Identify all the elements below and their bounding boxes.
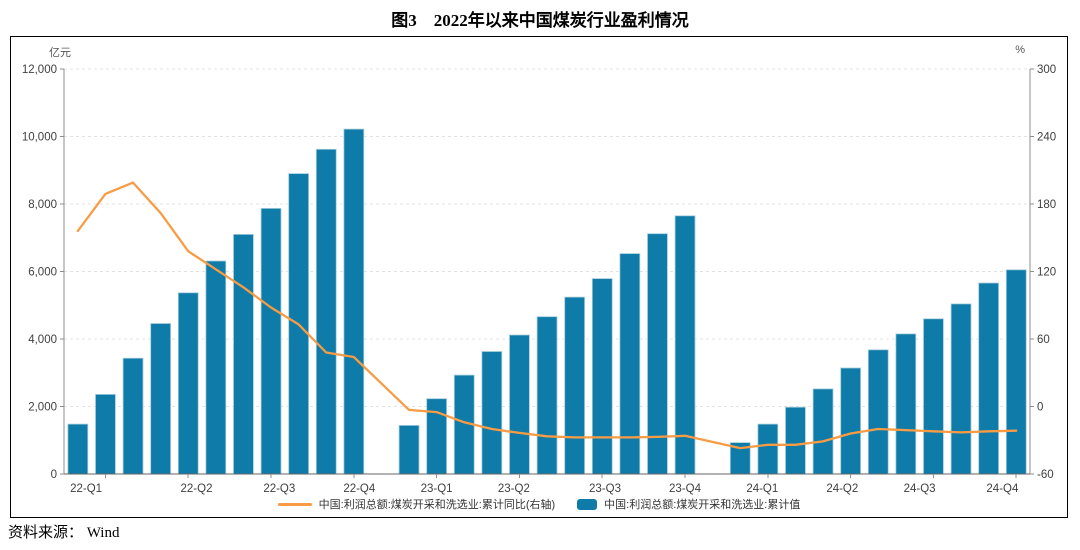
x-axis-label-23-Q1: 23-Q1	[421, 483, 453, 495]
svg-text:-60: -60	[1037, 469, 1054, 481]
bar-2024-09	[923, 318, 944, 475]
bar-2023-07	[536, 316, 558, 475]
bar-2024-11	[978, 282, 1000, 475]
bar-2024-12	[1005, 269, 1027, 475]
bar-2023-10	[619, 253, 641, 475]
chart-title: 图3 2022年以来中国煤炭行业盈利情况	[391, 11, 689, 30]
svg-text:180: 180	[1037, 199, 1056, 211]
bar-2024-07	[867, 349, 889, 475]
x-axis-label-24-Q2: 24-Q2	[826, 483, 858, 495]
bar-2024-05	[812, 388, 834, 475]
x-axis-label-23-Q4: 23-Q4	[669, 483, 702, 495]
bar-2022-12	[343, 128, 365, 475]
svg-text:0: 0	[51, 469, 57, 481]
legend: 中国:利润总额:煤炭开采和洗选业:累计同比(右轴) 中国:利润总额:煤炭开采和洗…	[11, 496, 1067, 512]
combo-chart-canvas: 12,000 10,000 8,000 6,000 4,000 2,000 0 300 240 1…	[11, 37, 1066, 516]
bar-2024-08	[895, 333, 917, 475]
legend-bar-label: 中国:利润总额:煤炭开采和洗选业:累计值	[604, 499, 801, 511]
svg-text:2,000: 2,000	[28, 402, 57, 414]
bar-2022-07	[205, 260, 227, 475]
x-axis-label-24-Q3: 24-Q3	[904, 483, 936, 495]
source-note: 资料来源： Wind	[8, 525, 120, 541]
bar-2024-03	[757, 423, 779, 475]
svg-text:6,000: 6,000	[28, 267, 57, 279]
bar-2024-06	[840, 367, 862, 475]
bar-2023-03	[426, 398, 448, 475]
bar-2022-09	[260, 207, 282, 475]
svg-text:240: 240	[1037, 132, 1056, 144]
x-axis-label-22-Q3: 22-Q3	[263, 483, 295, 495]
right-axis-unit: %	[1015, 44, 1025, 56]
bar-2023-09	[591, 278, 613, 475]
svg-text:120: 120	[1037, 267, 1056, 279]
svg-text:4,000: 4,000	[28, 334, 57, 346]
bar-series-swatch-icon	[577, 498, 598, 510]
legend-item-cumulative-bar: 中国:利润总额:煤炭开采和洗选业:累计值	[577, 496, 800, 512]
x-axis-label-22-Q2: 22-Q2	[181, 483, 213, 495]
bar-2022-03	[95, 393, 116, 475]
bar-2022-08	[233, 233, 254, 475]
bar-2022-02	[67, 423, 89, 475]
bars-series	[67, 128, 1027, 475]
svg-text:12,000: 12,000	[22, 64, 57, 76]
bar-2022-06	[177, 292, 199, 475]
x-axis-label-22-Q1: 22-Q1	[70, 483, 102, 495]
svg-text:0: 0	[1037, 402, 1043, 414]
legend-item-yoy-line: 中国:利润总额:煤炭开采和洗选业:累计同比(右轴)	[277, 496, 556, 512]
bar-2023-06	[509, 334, 530, 475]
bar-2022-04	[122, 357, 144, 475]
left-axis-ticks: 12,000 10,000 8,000 6,000 4,000 2,000 0	[22, 64, 64, 481]
x-axis-label-23-Q2: 23-Q2	[498, 483, 530, 495]
x-axis-label-22-Q4: 22-Q4	[343, 483, 376, 495]
bar-2023-08	[564, 296, 586, 475]
bar-2023-05	[481, 351, 503, 475]
line-series-swatch-icon	[277, 502, 312, 506]
svg-text:8,000: 8,000	[28, 199, 57, 211]
bar-2023-02	[398, 424, 420, 475]
right-axis-ticks: 300 240 180 120 60 0 -60	[1030, 64, 1056, 481]
x-axis-label-23-Q3: 23-Q3	[589, 483, 621, 495]
svg-text:60: 60	[1037, 334, 1050, 346]
left-axis-unit: 亿元	[49, 47, 71, 59]
x-axis-label-24-Q1: 24-Q1	[746, 483, 778, 495]
bar-2022-05	[150, 323, 171, 475]
bar-2024-04	[785, 406, 806, 475]
x-axis-label-24-Q4: 24-Q4	[986, 483, 1019, 495]
x-axis-ticks: 22-Q1 22-Q2 22-Q3 22-Q4 23-Q1 23-Q2 23-Q3 23-Q4…	[70, 474, 1019, 495]
bar-2022-11	[315, 148, 337, 475]
bar-2024-10	[950, 303, 972, 475]
svg-text:10,000: 10,000	[22, 132, 57, 144]
chart-frame: 亿元 % 12,000 10,000 8,000 6,000 4,000 2,000 0 30…	[10, 36, 1068, 518]
chart-svg: 12,000 10,000 8,000 6,000 4,000 2,000 0 300 240 1…	[22, 64, 1056, 495]
legend-line-label: 中国:利润总额:煤炭开采和洗选业:累计同比(右轴)	[318, 499, 556, 511]
yoy-line	[76, 181, 1018, 450]
svg-text:300: 300	[1037, 64, 1056, 76]
